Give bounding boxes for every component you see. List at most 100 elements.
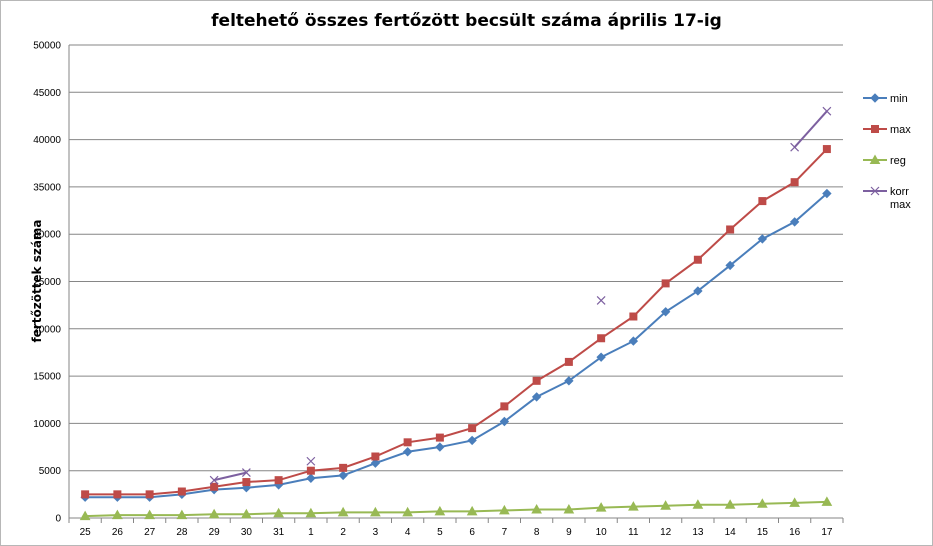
data-point-min [660,307,671,317]
data-point-reg [144,509,155,520]
data-point-reg [563,503,575,514]
x-tick-label: 9 [566,527,572,538]
series-line-reg [85,500,827,518]
legend-label-min: min [890,93,908,105]
y-tick-label: 25000 [33,277,61,288]
data-point-min [628,336,639,346]
x-tick-label: 8 [534,527,540,538]
data-point-korr-max [790,142,800,152]
data-point-reg [692,499,704,509]
series-line-korr-max [213,471,247,482]
x-tick-label: 17 [821,527,833,538]
data-point-max [210,482,219,491]
y-tick-label: 50000 [33,41,61,52]
data-point-max [758,197,767,206]
legend-marker-korr-max [870,186,880,196]
series-line-max [85,148,828,496]
data-point-min [370,458,381,468]
x-tick-label: 5 [437,527,443,538]
x-tick-label: 15 [757,527,769,538]
data-point-max [242,478,251,487]
x-tick-label: 28 [176,527,188,538]
y-tick-label: 15000 [33,372,61,383]
data-point-reg [757,498,768,508]
series-line-korr-max [793,110,828,148]
data-point-min [822,188,832,199]
data-point-max [177,487,186,496]
x-tick-label: 31 [273,527,285,538]
data-point-max [403,438,412,447]
data-point-max [145,490,154,499]
data-point-reg [402,506,413,517]
data-point-max [532,376,541,385]
y-tick-label: 0 [55,514,61,525]
data-point-korr-max [306,456,316,466]
data-point-min [757,234,768,244]
data-point-reg [241,508,252,519]
data-point-korr-max [209,475,219,485]
data-point-reg [337,506,349,517]
data-point-min [338,470,348,481]
y-tick-label: 35000 [33,182,61,193]
y-tick-label: 5000 [39,466,62,477]
x-tick-label: 13 [692,527,704,538]
data-point-min [725,260,735,271]
data-point-min [402,447,413,457]
x-tick-label: 2 [340,527,346,538]
data-point-min [596,352,606,362]
legend-marker-max [871,125,879,133]
data-point-max [693,255,702,264]
data-point-max [661,279,670,288]
data-point-max [564,357,573,366]
data-point-max [726,225,735,234]
x-tick-label: 25 [80,527,92,538]
data-point-max [371,452,380,461]
data-point-max [435,433,444,442]
x-tick-label: 1 [308,527,314,538]
legend-label-korr-max: korr [890,186,909,198]
data-point-max [81,490,90,499]
data-point-min [564,376,574,386]
data-point-reg [112,509,123,520]
legend-label-max: max [890,124,911,136]
x-tick-label: 7 [502,527,508,538]
data-point-min [789,217,800,227]
data-point-reg [724,499,736,509]
data-point-reg [79,510,91,521]
x-tick-label: 10 [596,527,608,538]
data-point-reg [466,505,478,516]
data-point-korr-max [241,468,251,478]
data-point-reg [628,501,639,511]
y-tick-label: 40000 [33,135,61,146]
x-tick-label: 3 [373,527,379,538]
data-point-max [597,334,606,343]
y-tick-label: 10000 [33,419,61,430]
data-point-max [822,145,831,154]
x-tick-label: 14 [725,527,737,538]
x-tick-label: 29 [209,527,221,538]
data-point-max [790,178,799,187]
x-tick-label: 6 [469,527,475,538]
x-tick-label: 4 [405,527,411,538]
data-point-reg [660,500,671,510]
legend-label-korr-max: max [890,199,911,211]
series-line-min [85,192,828,499]
data-point-min [693,286,703,296]
data-point-min [435,442,445,452]
data-point-max [468,424,477,433]
data-point-reg [789,497,800,507]
data-point-reg [434,505,446,516]
x-tick-label: 11 [628,527,639,538]
data-point-max [500,402,509,411]
y-tick-label: 20000 [33,324,61,335]
legend-marker-reg [869,154,881,164]
data-point-reg [499,504,510,515]
x-tick-label: 26 [112,527,124,538]
data-point-max [274,476,283,485]
data-point-reg [531,503,542,514]
y-tick-label: 30000 [33,230,61,241]
data-point-min [499,416,510,427]
x-tick-label: 16 [789,527,801,538]
